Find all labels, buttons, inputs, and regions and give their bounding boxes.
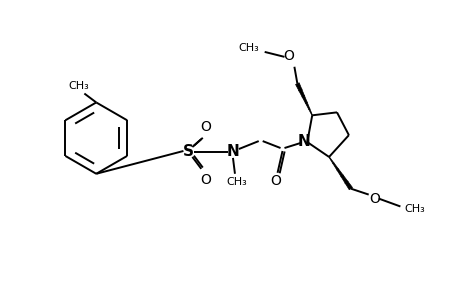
Text: N: N [297, 134, 310, 148]
Text: N: N [226, 145, 239, 160]
Text: CH₃: CH₃ [226, 177, 247, 187]
Text: S: S [183, 145, 193, 160]
Text: O: O [199, 173, 210, 187]
Polygon shape [328, 157, 352, 190]
Polygon shape [295, 83, 312, 116]
Text: CH₃: CH₃ [238, 43, 258, 53]
Text: O: O [282, 49, 293, 63]
Text: O: O [269, 174, 280, 188]
Text: CH₃: CH₃ [403, 204, 424, 214]
Text: O: O [369, 191, 379, 206]
Text: O: O [199, 120, 210, 134]
Text: CH₃: CH₃ [68, 81, 89, 91]
